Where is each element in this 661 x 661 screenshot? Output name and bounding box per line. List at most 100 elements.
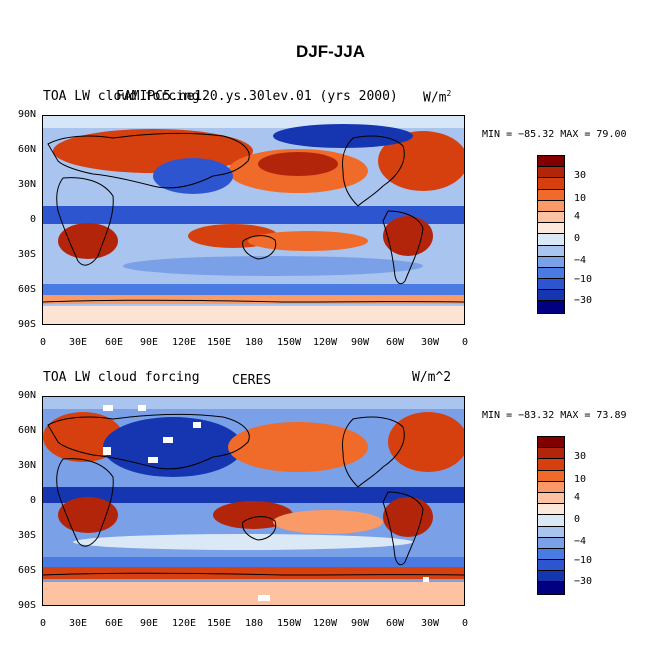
colorbar-label: 4 [574, 211, 581, 222]
southern-ocean-red [43, 567, 464, 579]
south-america-red [383, 216, 433, 256]
colorbar-cell [538, 437, 564, 449]
southern-blue [123, 256, 423, 276]
x-tick-label: 60W [385, 618, 405, 629]
colorbar-cell [538, 245, 564, 257]
colorbar-label: 30 [574, 170, 587, 181]
colorbar-cell [538, 492, 564, 505]
x-tick-label: 30W [420, 618, 440, 629]
x-tick-label: 60E [104, 337, 124, 348]
colorbar-cell [538, 448, 564, 460]
y-tick-label: 30S [17, 530, 36, 541]
min-label: MIN = [482, 410, 519, 421]
units-exponent: 2 [446, 89, 452, 98]
y-tick-label: 90N [17, 109, 36, 120]
y-tick-label: 60N [17, 425, 36, 436]
spcz-red [248, 231, 368, 251]
x-tick-label: 180 [244, 618, 264, 629]
panel-left-title: TOA LW cloud forcing [43, 370, 200, 385]
southern-ocean-blue [43, 557, 464, 567]
ceres-map [42, 396, 465, 606]
colorbar-label: 0 [574, 233, 581, 244]
colorbar-cell [538, 515, 564, 527]
x-tick-label: 90E [139, 337, 159, 348]
colorbar-label: −30 [574, 576, 593, 587]
y-tick-label: 30S [17, 249, 36, 260]
colorbar-label: 0 [574, 514, 581, 525]
colorbar-cell [538, 504, 564, 516]
min-max-stats: MIN = −85.32 MAX = 79.00 [482, 129, 627, 140]
itcz-blue [43, 487, 464, 503]
panel-units: W/m^2 [412, 370, 452, 385]
min-max-stats: MIN = −83.32 MAX = 73.89 [482, 410, 627, 421]
africa-south-red [58, 497, 118, 533]
x-tick-label: 0 [461, 337, 469, 348]
colorbar-cell [538, 256, 564, 268]
y-tick-label: 90N [17, 390, 36, 401]
x-tick-label: 90W [350, 337, 370, 348]
colorbar-label: 30 [574, 451, 587, 462]
y-tick-label: 90S [17, 600, 36, 611]
colorbar-label: 10 [574, 193, 587, 204]
south-pacific-red [273, 510, 383, 534]
x-tick-label: 90E [139, 618, 159, 629]
x-tick-label: 150E [206, 618, 232, 629]
colorbar-label: −10 [574, 274, 593, 285]
colorbar-cell [538, 537, 564, 549]
colorbar-cell [538, 200, 564, 212]
x-tick-label: 120W [312, 618, 338, 629]
southern-white [73, 534, 413, 550]
colorbar [537, 155, 565, 314]
itcz-blue [43, 206, 464, 224]
arctic-band [43, 116, 464, 128]
colorbar-label: 4 [574, 492, 581, 503]
southern-ocean-band [43, 284, 464, 296]
colorbar-cell [538, 223, 564, 235]
y-tick-label: 30N [17, 179, 36, 190]
colorbar-cell [538, 470, 564, 482]
max-label: MAX = [560, 410, 597, 421]
model-map [42, 115, 465, 325]
y-tick-label: 60N [17, 144, 36, 155]
x-tick-label: 120W [312, 337, 338, 348]
y-tick-label: 0 [29, 495, 36, 506]
y-tick-label: 60S [17, 565, 36, 576]
colorbar-label: −4 [574, 255, 587, 266]
x-tick-label: 150W [276, 618, 302, 629]
asia-blue [103, 417, 243, 477]
colorbar-cell [538, 178, 564, 190]
colorbar-label: 10 [574, 474, 587, 485]
min-value: −83.32 [518, 410, 555, 421]
colorbar-cell [538, 189, 564, 201]
x-tick-label: 0 [39, 337, 47, 348]
colorbar-cell [538, 560, 564, 572]
min-label: MIN = [482, 129, 519, 140]
panel-center-title: CERES [232, 373, 272, 388]
model-field-svg [43, 116, 464, 324]
africa-south-red [58, 223, 118, 259]
x-tick-label: 150E [206, 337, 232, 348]
colorbar-cell [538, 267, 564, 280]
antarctic-band [43, 582, 464, 605]
colorbar-cell [538, 459, 564, 471]
colorbar-cell [538, 167, 564, 179]
colorbar-cell [538, 548, 564, 561]
colorbar-label: −10 [574, 555, 593, 566]
max-value: 73.89 [596, 410, 627, 421]
colorbar-cell [538, 279, 564, 291]
x-tick-label: 60W [385, 337, 405, 348]
colorbar-label: −4 [574, 536, 587, 547]
colorbar-cell [538, 481, 564, 493]
units-text: W/m [423, 90, 447, 106]
y-tick-label: 90S [17, 319, 36, 330]
southern-ocean-red [43, 295, 464, 304]
colorbar-label: −30 [574, 295, 593, 306]
colorbar-cell [538, 301, 564, 313]
x-tick-label: 150W [276, 337, 302, 348]
asia-blue [153, 158, 233, 194]
arctic-band [43, 397, 464, 409]
north-pacific-red [228, 422, 368, 472]
colorbar-cell [538, 582, 564, 594]
coastlines [43, 413, 464, 576]
missing-data-patches [103, 405, 429, 601]
